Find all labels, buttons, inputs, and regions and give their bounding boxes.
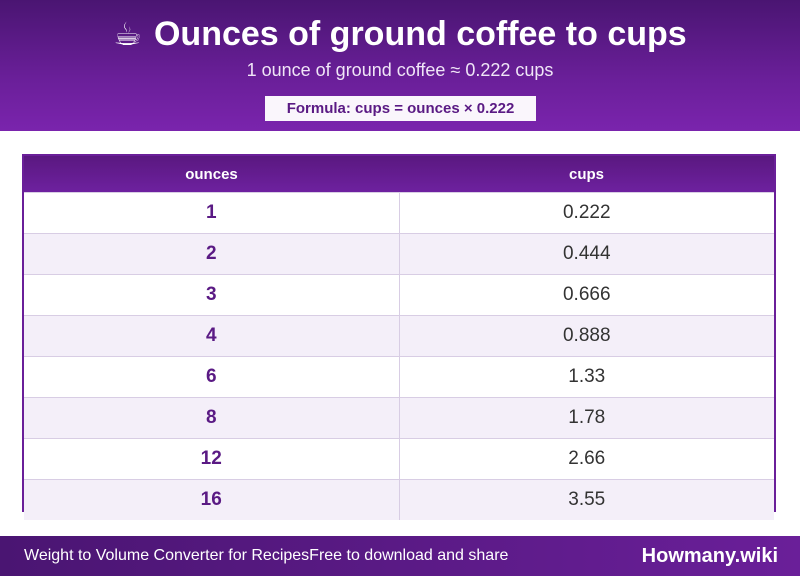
footer-note: Free to download and share xyxy=(309,547,509,564)
cups-cell: 3.55 xyxy=(399,479,774,520)
brand-logo[interactable]: Howmany.wiki xyxy=(641,545,778,567)
table-header-row: ounces cups xyxy=(24,156,774,193)
ounces-cell: 3 xyxy=(24,274,400,316)
ounces-cell: 12 xyxy=(24,438,400,480)
page-title: ☕ Ounces of ground coffee to cups xyxy=(0,12,800,56)
cups-cell: 0.666 xyxy=(399,274,774,316)
footer-caption: Weight to Volume Converter for RecipesFr… xyxy=(24,536,508,576)
coffee-cup-icon: ☕ xyxy=(113,15,142,53)
conversion-table: ounces cups 1 0.222 2 0.444 3 0.666 4 0.… xyxy=(24,156,774,520)
table-row: 16 3.55 xyxy=(24,479,774,520)
ounces-cell: 2 xyxy=(24,233,400,275)
ounces-cell: 4 xyxy=(24,315,400,357)
page-title-text: Ounces of ground coffee to cups xyxy=(153,15,687,53)
cups-cell: 0.888 xyxy=(399,315,774,357)
page-subtitle: 1 ounce of ground coffee ≈ 0.222 cups xyxy=(246,60,554,80)
footer-bar: Weight to Volume Converter for RecipesFr… xyxy=(0,536,800,576)
table-row: 3 0.666 xyxy=(24,274,774,316)
table-row: 6 1.33 xyxy=(24,356,774,398)
column-header-cups: cups xyxy=(568,165,604,183)
table-row: 12 2.66 xyxy=(24,438,774,480)
ounces-cell: 1 xyxy=(24,192,400,234)
footer-title: Weight to Volume Converter for Recipes xyxy=(24,547,310,564)
conversion-table-container: ounces cups 1 0.222 2 0.444 3 0.666 4 0.… xyxy=(22,154,776,520)
table-row: 4 0.888 xyxy=(24,315,774,357)
cups-cell: 0.444 xyxy=(399,233,774,275)
cups-cell: 2.66 xyxy=(399,438,774,480)
ounces-cell: 8 xyxy=(24,397,400,439)
ounces-cell: 6 xyxy=(24,356,400,398)
column-header-ounces: ounces xyxy=(185,165,238,183)
header-banner: ☕ Ounces of ground coffee to cups 1 ounce… xyxy=(0,0,800,131)
formula-box: Formula: cups = ounces × 0.222 xyxy=(265,96,536,121)
cups-cell: 1.33 xyxy=(399,356,774,398)
table-row: 8 1.78 xyxy=(24,397,774,439)
table-row: 2 0.444 xyxy=(24,233,774,275)
cups-cell: 1.78 xyxy=(399,397,774,439)
table-row: 1 0.222 xyxy=(24,192,774,234)
cups-cell: 0.222 xyxy=(399,192,774,234)
ounces-cell: 16 xyxy=(24,479,400,520)
